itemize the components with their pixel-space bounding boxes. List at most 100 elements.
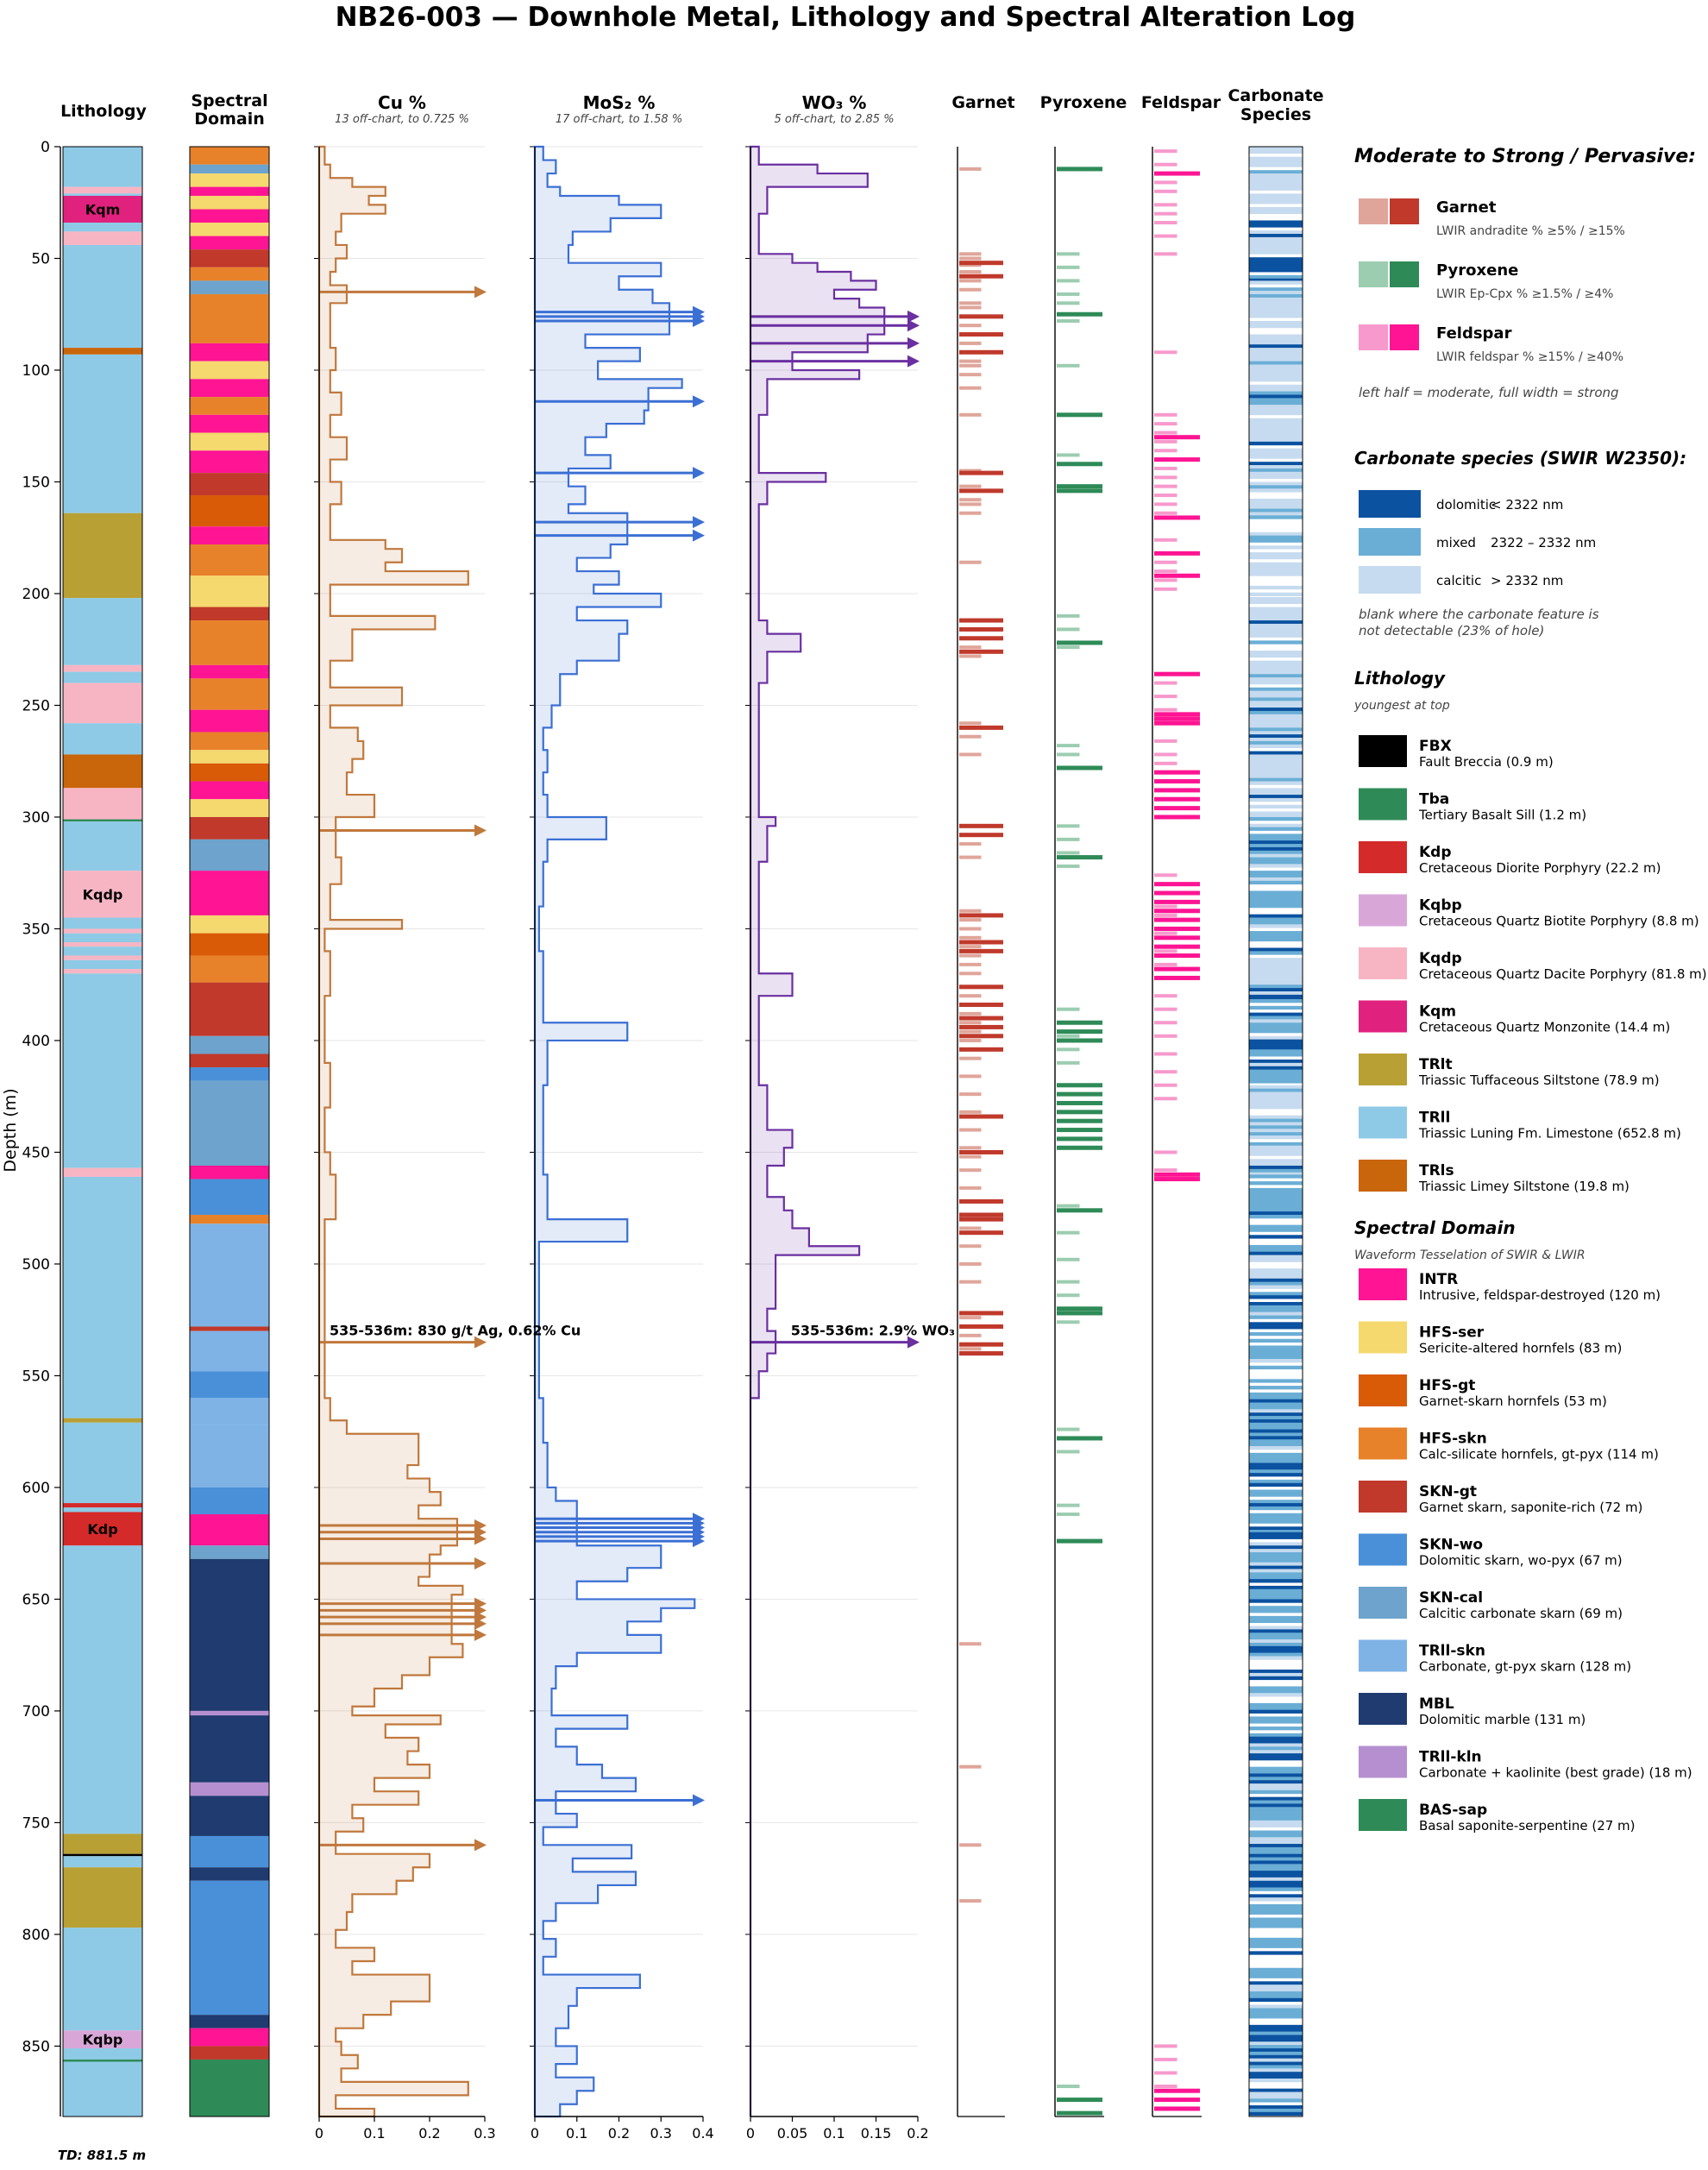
carbonate-dolomitic-mark [1249, 1670, 1303, 1674]
spectral-domain-track-interval [190, 839, 269, 871]
carbonate-mixed-mark [1249, 1971, 1303, 1975]
depth-tick-label: 800 [22, 1927, 50, 1944]
carbonate-dolomitic-mark [1249, 1526, 1303, 1531]
carbonate-mixed-mark [1249, 1352, 1303, 1356]
spectral-domain-track-interval [190, 816, 269, 840]
carbonate-mixed-mark [1249, 1456, 1303, 1460]
carbonate-dolomitic-mark [1249, 2038, 1303, 2042]
carbonate-calcitic-mark [1249, 156, 1303, 160]
feldspar-strong-mark [1154, 2098, 1200, 2103]
legend-lithology-desc: Triassic Limey Siltstone (19.8 m) [1418, 1179, 1630, 1194]
legend-lithology-code: TRlt [1419, 1056, 1453, 1073]
garnet-strong-mark [959, 626, 1003, 632]
feldspar-moderate-mark [1154, 466, 1177, 470]
carbonate-mixed-mark [1249, 1907, 1303, 1912]
carbonate-calcitic-mark [1249, 664, 1303, 668]
pyroxene-moderate-mark [1057, 645, 1080, 650]
carbonate-calcitic-mark [1249, 1172, 1303, 1177]
garnet-moderate-mark [959, 498, 982, 502]
legend: Moderate to Strong / Pervasive: Garnet LWI… [1353, 146, 1707, 1833]
garnet-strong-mark [959, 1342, 1003, 1347]
depth-tick-label: 550 [22, 1368, 50, 1385]
carbonate-calcitic-mark [1249, 1085, 1303, 1090]
garnet-moderate-mark [959, 484, 982, 488]
pyroxene-strong-mark [1057, 1118, 1102, 1123]
carbonate-calcitic-mark [1249, 1569, 1303, 1573]
carbonate-calcitic-mark [1249, 448, 1303, 452]
carbonate-dolomitic-mark [1249, 234, 1303, 238]
carbonate-mixed-mark [1249, 1386, 1303, 1390]
feldspar-moderate-mark [1154, 2057, 1177, 2061]
carbonate-mixed-mark [1249, 1214, 1303, 1219]
carbonate-mixed-mark [1249, 1331, 1303, 1337]
carbonate-calcitic-mark [1249, 531, 1303, 537]
carbonate-dolomitic-mark [1249, 1579, 1303, 1583]
spectral-domain-track-interval [190, 526, 269, 545]
lithology-track-interval [63, 2030, 142, 2049]
feldspar-strong-mark [1154, 712, 1200, 717]
carbonate-mixed-mark [1249, 1991, 1303, 1996]
carbonate-mixed-mark [1249, 1076, 1303, 1080]
feldspar-moderate-mark [1154, 1052, 1177, 1056]
carbonate-mixed-mark [1249, 2015, 1303, 2019]
carbonate-calcitic-mark [1249, 418, 1303, 422]
carbonate-mixed-mark [1249, 1379, 1303, 1383]
carbonate-dolomitic-mark [1249, 1251, 1303, 1255]
carbonate-calcitic-mark [1249, 623, 1303, 628]
legend-alteration-note: left half = moderate, full width = stron… [1359, 385, 1619, 400]
pyroxene-moderate-mark [1057, 1427, 1080, 1431]
carbonate-calcitic-mark [1249, 592, 1303, 596]
carbonate-calcitic-mark [1249, 348, 1303, 352]
feldspar-moderate-mark [1154, 931, 1177, 935]
legend-lithology-code: Kqm [1419, 1003, 1456, 1021]
carbonate-calcitic-mark [1249, 1135, 1303, 1140]
feldspar-strong-mark [1154, 2106, 1200, 2111]
spectral-domain-track-interval [190, 1545, 269, 1559]
legend-garnet-strong-swatch [1390, 198, 1419, 224]
spectral-domain-track-interval [190, 799, 269, 817]
feldspar-moderate-mark [1154, 560, 1177, 564]
legend-domain-desc: Sericite-altered hornfels (83 m) [1419, 1341, 1622, 1356]
pyroxene-moderate-mark [1057, 1513, 1080, 1517]
carbonate-mixed-mark [1249, 844, 1303, 848]
carbonate-dolomitic-mark [1249, 268, 1303, 273]
pyroxene-strong-mark [1057, 1029, 1102, 1035]
carbonate-mixed-mark [1249, 1132, 1303, 1136]
lithology-track-interval [63, 1867, 142, 1928]
mos2-offchart-arrowhead [693, 1794, 705, 1807]
feldspar-moderate-mark [1154, 211, 1177, 216]
legend-domain-swatch [1359, 1481, 1407, 1513]
legend-domain-code: HFS-skn [1419, 1431, 1487, 1448]
feldspar-strong-mark [1154, 917, 1200, 922]
carbonate-calcitic-mark [1249, 1626, 1303, 1630]
carbonate-dolomitic-mark [1249, 1676, 1303, 1681]
carbonate-dolomitic-mark [1249, 1894, 1303, 1898]
carbonate-calcitic-mark [1249, 565, 1303, 569]
mos2-subtitle: 17 off-chart, to 1.58 % [556, 113, 682, 126]
carbonate-calcitic-mark [1249, 877, 1303, 882]
carbonate-calcitic-mark [1249, 569, 1303, 573]
pyroxene-strong-mark [1057, 1091, 1102, 1097]
carbonate-calcitic-mark [1249, 1162, 1303, 1167]
legend-domain-desc: Calc-silicate hornfels, gt-pyx (114 m) [1419, 1447, 1659, 1462]
carbonate-mixed-mark [1249, 1917, 1303, 1922]
carbonate-calcitic-mark [1249, 761, 1303, 765]
garnet-strong-mark [959, 274, 1003, 279]
depth-tick-label: 300 [22, 809, 50, 827]
legend-lithology-title: Lithology [1354, 668, 1446, 689]
garnet-moderate-mark [959, 962, 982, 966]
carbonate-mixed-mark [1249, 1416, 1303, 1420]
carbonate-mixed-mark [1249, 1459, 1303, 1463]
carbonate-mixed-mark [1249, 1392, 1303, 1397]
carbonate-calcitic-mark [1249, 481, 1303, 486]
carbonate-calcitic-mark [1249, 771, 1303, 776]
feldspar-strong-mark [1154, 966, 1200, 972]
carbonate-calcitic-mark [1249, 304, 1303, 308]
carbonate-calcitic-mark [1249, 804, 1303, 809]
garnet-moderate-mark [959, 1092, 982, 1097]
lithology-track-interval [63, 1833, 142, 1854]
legend-domain-code: SKN-wo [1419, 1537, 1483, 1554]
carbonate-calcitic-mark [1249, 176, 1303, 181]
carbonate-calcitic-mark [1249, 1152, 1303, 1156]
carbonate-mixed-mark [1249, 1833, 1303, 1838]
